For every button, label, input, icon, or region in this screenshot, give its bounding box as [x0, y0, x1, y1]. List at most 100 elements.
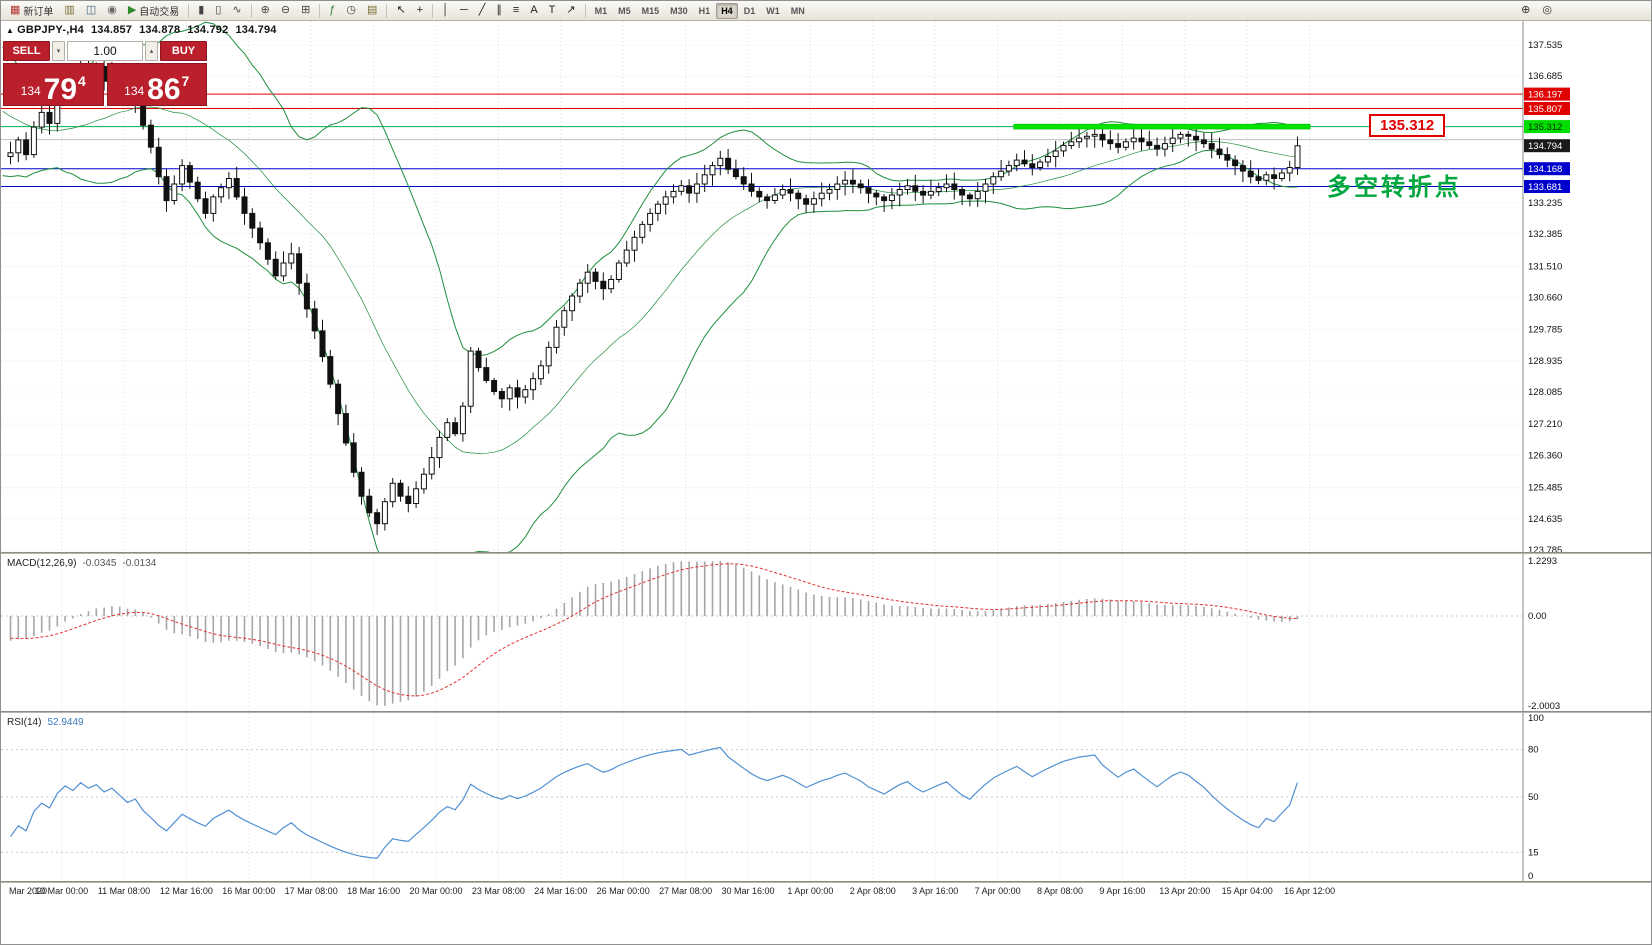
cursor-icon[interactable]: ↖ [391, 2, 410, 19]
bar-chart-icon[interactable]: ▮ [193, 2, 209, 19]
periods-icon[interactable]: ◷ [341, 2, 361, 19]
crosshair-icon[interactable]: + [412, 2, 428, 19]
arrows-icon[interactable]: ↗ [561, 2, 580, 19]
timeframe-m30-button[interactable]: M30 [670, 5, 688, 16]
zoom-in-icon: ⊕ [260, 4, 270, 16]
price-axis-label: 131.510 [1528, 261, 1562, 272]
templates-icon: ▤ [367, 4, 378, 16]
resistance-price-label[interactable]: 135.312 [1369, 114, 1446, 137]
horizontal-line-icon[interactable]: ─ [455, 2, 473, 19]
time-label: 1 Apr 00:00 [787, 886, 834, 896]
toolbar-separator [432, 3, 434, 18]
panel-divider[interactable] [1, 711, 1651, 713]
volume-input[interactable] [67, 41, 143, 61]
sell-button[interactable]: SELL [3, 41, 50, 61]
horizontal-line-icon: ─ [459, 4, 468, 16]
main-price-chart[interactable]: 137.535 136.685 133.235 132.385 131.510 130.6… [1, 21, 1652, 552]
pointer-zoom-icon[interactable]: ◎ [1537, 2, 1557, 19]
fibonacci-icon[interactable]: ≡ [508, 2, 524, 19]
autotrading-button-label: 自动交易 [139, 7, 180, 18]
time-label: 11 Mar 08:00 [97, 886, 151, 896]
panel-divider[interactable] [1, 552, 1651, 554]
buy-button[interactable]: BUY [160, 41, 207, 61]
trade-prices-row: 134 79 4 134 86 7 [3, 63, 207, 106]
symbol-info: ▲ GBPJPY-,H4 134.857 134.878 134.792 134.794 [6, 24, 277, 36]
panel-divider[interactable] [1, 881, 1651, 883]
macd-panel[interactable]: 1.2293 0.00 -2.0003 [1, 554, 1652, 711]
price-axis-label: 124.635 [1528, 514, 1562, 525]
timeframe-h1-button[interactable]: H1 [698, 5, 711, 16]
time-label: 9 Apr 16:00 [1099, 886, 1146, 896]
rsi-axis-label: 15 [1528, 847, 1539, 858]
time-label: 10 Mar 00:00 [35, 886, 89, 896]
equidistant-channel-icon[interactable]: ∥ [491, 2, 507, 19]
autotrading-button[interactable]: ▶ 自动交易 [123, 2, 184, 19]
new-order-button-label: 新订单 [23, 7, 54, 18]
timeframe-w1-button[interactable]: W1 [766, 5, 780, 16]
turning-point-annotation[interactable]: 多空转折点 [1327, 174, 1462, 201]
indicators-icon[interactable]: ƒ [324, 2, 340, 19]
zoom-out-icon[interactable]: ⊖ [276, 2, 295, 19]
buy-price-prefix: 134 [124, 84, 145, 98]
sounds-icon[interactable]: ◉ [102, 2, 122, 19]
periods-icon: ◷ [346, 4, 357, 16]
price-axis-label: 130.660 [1528, 293, 1562, 304]
line-chart-icon[interactable]: ∿ [227, 2, 246, 19]
timeframe-d1-button[interactable]: D1 [743, 5, 756, 16]
time-label: 26 Mar 00:00 [596, 886, 650, 896]
vertical-line-icon: │ [442, 4, 449, 16]
time-label: 17 Mar 08:00 [284, 886, 338, 896]
candlestick-chart-icon[interactable]: ▯ [210, 2, 226, 19]
time-label: 8 Apr 08:00 [1036, 886, 1084, 896]
text-label-icon: T [548, 4, 556, 16]
indicators-icon: ƒ [329, 4, 336, 16]
time-axis[interactable]: Mar 2020 10 Mar 00:00 11 Mar 08:00 12 Mar 1… [1, 883, 1651, 899]
time-label: 27 Mar 08:00 [659, 886, 713, 896]
zoom-out-icon: ⊖ [280, 4, 291, 16]
price-axis-label: 137.535 [1528, 40, 1562, 51]
svg-text:135.807: 135.807 [1528, 104, 1562, 115]
sell-price[interactable]: 134 79 4 [3, 63, 104, 106]
buy-price[interactable]: 134 86 7 [106, 63, 207, 106]
templates-icon[interactable]: ▤ [362, 2, 382, 19]
trade-controls-row: SELL ▾ ▴ BUY [3, 41, 207, 61]
rsi-label: RSI(14) 52.9449 [7, 717, 84, 728]
timeframe-m15-button[interactable]: M15 [641, 5, 660, 16]
toolbar: ▦ 新订单 ▥ ◫ ◉ ▶ 自动交易 ▮ ▯ ∿ ⊕ ⊖ ⊞ ƒ ◷ ▤ ↖ + │ ─ ╱ ∥ ≡ A T ↗ M1 M5 M15 M3… [1, 1, 1651, 21]
zoom-window-icon[interactable]: ⊕ [1516, 2, 1535, 19]
rsi-panel[interactable]: 100 80 50 15 0 [1, 713, 1652, 881]
rsi-name: RSI(14) [7, 717, 42, 728]
time-label: 16 Apr 12:00 [1284, 886, 1336, 896]
charts-icon[interactable]: ▥ [59, 2, 79, 19]
pointer-zoom-icon: ◎ [1542, 4, 1552, 16]
price-axis-label: 128.085 [1528, 387, 1562, 398]
price-axis-label: 123.785 [1528, 545, 1562, 552]
time-label: 2 Apr 08:00 [849, 886, 896, 896]
profiles-icon[interactable]: ◫ [81, 2, 101, 19]
sell-price-prefix: 134 [20, 84, 41, 98]
timeframe-m5-button[interactable]: M5 [618, 5, 631, 16]
trendline-icon[interactable]: ╱ [474, 2, 491, 19]
zoom-in-icon[interactable]: ⊕ [256, 2, 275, 19]
volume-down-button[interactable]: ▾ [52, 41, 65, 61]
new-order-icon: ▦ [10, 4, 21, 16]
text-label-icon[interactable]: T [544, 2, 561, 19]
sounds-icon: ◉ [107, 4, 117, 16]
new-order-button[interactable]: ▦ 新订单 [5, 2, 58, 19]
volume-up-button[interactable]: ▴ [145, 41, 158, 61]
price-axis-badge [1524, 87, 1570, 101]
timeframe-h4-button[interactable]: H4 [716, 2, 738, 19]
vertical-line-icon[interactable]: │ [437, 2, 454, 19]
rsi-value: 52.9449 [47, 717, 84, 728]
auto-arrange-icon: ⊞ [301, 4, 311, 16]
toolbar-separator [584, 3, 586, 18]
toolbar-separator [386, 3, 388, 18]
timeframe-mn-button[interactable]: MN [790, 5, 805, 16]
timeframe-m1-button[interactable]: M1 [594, 5, 608, 16]
text-icon[interactable]: A [525, 2, 542, 19]
text-icon: A [530, 4, 538, 16]
auto-arrange-icon[interactable]: ⊞ [296, 2, 315, 19]
symbol-name: GBPJPY-,H4 [17, 24, 84, 36]
symbol-marker-icon: ▲ [6, 26, 15, 35]
time-label: 13 Apr 20:00 [1159, 886, 1211, 896]
